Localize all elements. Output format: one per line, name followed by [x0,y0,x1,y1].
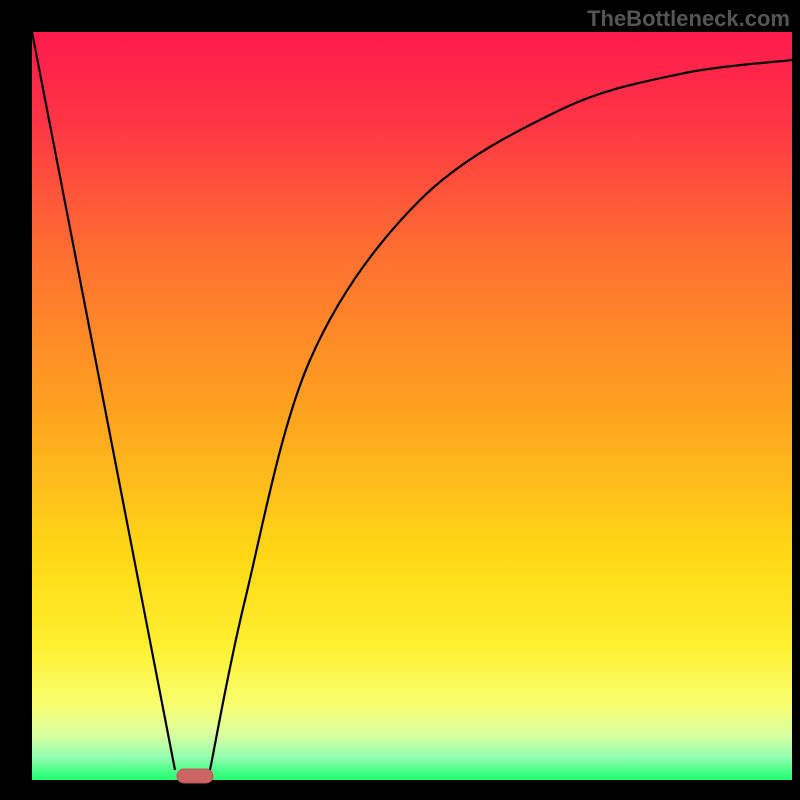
chart-container: TheBottleneck.com [0,0,800,800]
plot-background [32,32,792,780]
watermark-text: TheBottleneck.com [587,6,790,32]
minimum-marker [177,769,213,783]
gradient-chart [0,0,800,800]
